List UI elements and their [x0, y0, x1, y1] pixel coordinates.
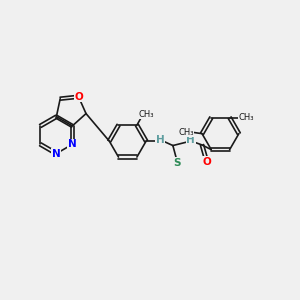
Text: S: S — [173, 158, 181, 168]
Text: CH₃: CH₃ — [138, 110, 154, 118]
Text: H: H — [156, 135, 164, 145]
Text: N: N — [68, 140, 77, 149]
Text: O: O — [202, 157, 211, 166]
Text: CH₃: CH₃ — [238, 113, 254, 122]
Text: H: H — [186, 135, 195, 145]
Text: CH₃: CH₃ — [178, 128, 194, 137]
Text: N: N — [52, 148, 61, 159]
Text: O: O — [74, 92, 83, 102]
